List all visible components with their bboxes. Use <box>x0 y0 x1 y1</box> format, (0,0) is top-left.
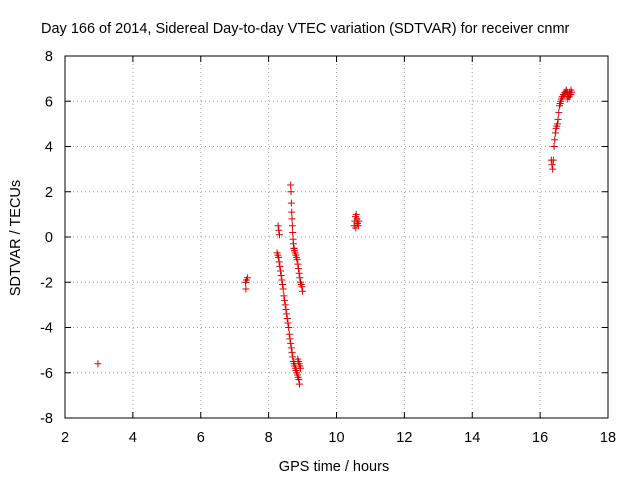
data-point <box>555 109 563 117</box>
plot-frame <box>64 55 609 419</box>
y-axis-label: SDTVAR / TECUs <box>8 180 24 296</box>
y-tick-label: -2 <box>40 275 53 291</box>
data-point <box>287 344 295 352</box>
y-tick-label: -8 <box>40 411 53 427</box>
data-point <box>287 199 295 207</box>
data-point <box>275 258 283 266</box>
grid-lines <box>65 56 608 418</box>
data-point <box>283 310 291 318</box>
data-point <box>549 165 557 173</box>
y-tick-label: 6 <box>45 94 53 110</box>
data-point <box>274 253 282 261</box>
data-point <box>296 274 304 282</box>
x-tick-labels: 2 4 6 8 10 12 14 16 18 <box>61 430 616 446</box>
y-tick-labels: -8 -6 -4 -2 0 2 4 6 8 <box>40 49 53 427</box>
data-point <box>281 296 289 304</box>
data-point <box>285 330 293 338</box>
data-point <box>94 360 102 368</box>
data-point <box>283 314 291 322</box>
data-point <box>284 319 292 327</box>
data-point <box>294 265 302 273</box>
data-point <box>297 364 305 372</box>
x-tick-label: 12 <box>396 430 412 446</box>
data-point <box>280 292 288 300</box>
x-tick-label: 16 <box>532 430 548 446</box>
data-point <box>296 380 304 388</box>
x-tick-label: 8 <box>265 430 273 446</box>
data-point <box>287 339 295 347</box>
data-point <box>299 287 307 295</box>
data-point <box>549 156 557 164</box>
data-point <box>276 262 284 270</box>
data-point <box>281 301 289 309</box>
data-point <box>295 376 303 384</box>
data-point <box>567 90 575 98</box>
y-tick-label: 2 <box>45 185 53 201</box>
data-point <box>293 256 301 264</box>
data-point <box>282 305 290 313</box>
data-point <box>287 181 295 189</box>
data-point <box>352 210 360 218</box>
data-point <box>278 276 286 284</box>
y-tick-label: -6 <box>40 366 53 382</box>
data-point <box>277 267 285 275</box>
data-point <box>286 335 294 343</box>
data-point <box>289 353 297 361</box>
data-point <box>275 231 283 239</box>
data-point <box>279 281 287 289</box>
data-point <box>294 260 302 268</box>
data-point <box>548 161 556 169</box>
data-point <box>242 285 250 293</box>
data-point <box>274 222 282 230</box>
data-point <box>244 274 252 282</box>
data-point <box>352 224 360 232</box>
data-point <box>551 136 559 144</box>
data-point <box>288 215 296 223</box>
data-point <box>275 226 283 234</box>
data-point <box>553 120 561 128</box>
data-point <box>550 143 558 150</box>
data-point <box>551 129 559 137</box>
data-point <box>287 188 295 196</box>
data-point <box>353 219 361 227</box>
x-tick-label: 4 <box>129 430 137 446</box>
data-point <box>288 208 296 216</box>
data-point <box>289 228 297 236</box>
data-point <box>288 222 296 230</box>
data-point <box>279 285 287 293</box>
data-point <box>288 348 296 356</box>
data-point <box>295 269 303 277</box>
data-point <box>285 324 293 331</box>
data-point <box>242 278 250 286</box>
x-tick-label: 10 <box>328 430 344 446</box>
chart-title: Day 166 of 2014, Sidereal Day-to-day VTE… <box>41 21 570 37</box>
y-tick-label: 4 <box>45 140 53 156</box>
x-tick-label: 18 <box>600 430 616 446</box>
data-point <box>298 283 306 291</box>
x-tick-label: 6 <box>197 430 205 446</box>
y-tick-label: 0 <box>45 230 53 246</box>
data-point <box>554 115 562 123</box>
x-axis-label: GPS time / hours <box>279 459 389 475</box>
data-point <box>277 271 285 279</box>
x-tick-label: 2 <box>61 430 69 446</box>
data-points <box>94 86 576 388</box>
x-tick-label: 14 <box>464 430 480 446</box>
y-tick-label: 8 <box>45 49 53 65</box>
y-tick-label: -4 <box>40 321 53 337</box>
